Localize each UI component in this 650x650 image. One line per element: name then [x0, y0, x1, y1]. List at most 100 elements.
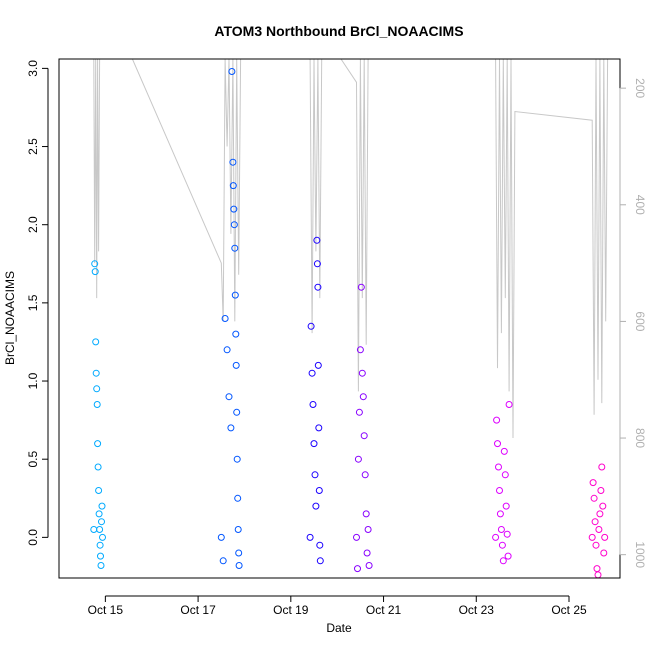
- y-axis: 0.0 0.5 1.0 1.5 2.0 2.5 3.0: [26, 60, 49, 546]
- data-point: [600, 549, 608, 557]
- data-point: [359, 393, 367, 401]
- data-point: [310, 440, 318, 448]
- data-point: [499, 557, 507, 565]
- data-point: [93, 385, 101, 393]
- data-point: [360, 432, 368, 440]
- data-point: [91, 268, 99, 276]
- data-point: [496, 510, 504, 518]
- y-axis-label: BrCl_NOAACIMS: [3, 271, 17, 365]
- plot-frame: [58, 58, 621, 579]
- data-point: [315, 424, 323, 432]
- chart-title: ATOM3 Northbound BrCl_NOAACIMS: [214, 23, 463, 39]
- data-point: [231, 291, 239, 299]
- data-point: [500, 447, 508, 455]
- data-point: [598, 463, 606, 471]
- data-point: [90, 526, 98, 533]
- pressure-trace-line: [93, 58, 609, 439]
- data-point: [223, 346, 231, 354]
- series-2: [217, 68, 243, 569]
- x-tick-label: Oct 19: [273, 603, 309, 617]
- data-point: [98, 518, 105, 526]
- data-point: [228, 68, 236, 75]
- data-point: [314, 283, 322, 291]
- data-point: [229, 182, 237, 190]
- x-axis-label: Date: [326, 621, 352, 635]
- data-point: [92, 338, 100, 346]
- data-point: [230, 205, 238, 213]
- data-point: [308, 369, 316, 377]
- data-point: [94, 440, 102, 448]
- data-point: [227, 424, 235, 432]
- data-point: [92, 369, 100, 377]
- x-tick-label: Oct 21: [366, 603, 402, 617]
- data-point: [225, 393, 233, 401]
- data-point: [217, 533, 225, 541]
- x-tick-label: Oct 23: [459, 603, 495, 617]
- x-tick-label: Oct 17: [180, 603, 216, 617]
- y2-tick-label: 200: [633, 78, 647, 98]
- data-point: [316, 541, 324, 549]
- series-layer: [90, 68, 609, 579]
- data-point: [93, 401, 101, 408]
- data-point: [361, 471, 369, 479]
- data-point: [599, 502, 607, 510]
- data-point: [365, 562, 373, 569]
- data-point: [355, 408, 363, 416]
- data-point: [234, 526, 242, 533]
- data-point: [497, 526, 505, 533]
- y2-tick-label: 600: [633, 311, 647, 331]
- data-point: [596, 510, 604, 518]
- data-point: [233, 408, 241, 416]
- data-point: [354, 455, 362, 463]
- data-point: [233, 455, 241, 463]
- data-point: [316, 557, 324, 565]
- y2-tick-label: 400: [633, 195, 647, 215]
- data-point: [501, 471, 509, 479]
- y-tick-label: 0.5: [26, 451, 40, 468]
- data-point: [307, 322, 315, 330]
- data-point: [357, 283, 365, 291]
- data-point: [231, 244, 239, 252]
- data-point: [356, 346, 364, 354]
- data-point: [232, 361, 240, 369]
- data-point: [95, 487, 103, 494]
- data-point: [601, 533, 609, 541]
- data-point: [221, 315, 229, 322]
- data-point: [592, 541, 600, 549]
- y-tick-label: 1.0: [26, 372, 40, 389]
- data-point: [594, 571, 602, 579]
- series-1: [90, 260, 106, 569]
- data-point: [306, 533, 314, 541]
- series-6: [588, 463, 609, 579]
- data-point: [97, 552, 104, 560]
- x-axis: Oct 15 Oct 17 Oct 19 Oct 21 Oct 23 Oct 25: [88, 595, 587, 617]
- y2-axis: 200 400 600 800 1000: [619, 78, 647, 568]
- data-point: [99, 533, 106, 541]
- series-4: [353, 283, 373, 573]
- series-5: [492, 401, 513, 565]
- data-point: [312, 502, 320, 510]
- data-point: [234, 494, 242, 502]
- data-point: [504, 552, 512, 560]
- y-tick-label: 2.0: [26, 216, 40, 233]
- data-point: [314, 361, 322, 369]
- data-point: [353, 533, 360, 541]
- data-point: [232, 330, 240, 338]
- data-point: [503, 530, 511, 538]
- y-tick-label: 0.0: [26, 529, 40, 546]
- data-point: [91, 260, 99, 268]
- y-tick-label: 1.5: [26, 294, 40, 311]
- data-point: [588, 533, 596, 541]
- data-point: [362, 510, 370, 518]
- data-point: [496, 487, 503, 494]
- data-point: [96, 526, 104, 533]
- data-point: [235, 549, 243, 557]
- y-tick-label: 2.5: [26, 138, 40, 155]
- data-point: [313, 236, 321, 244]
- data-point: [98, 502, 106, 510]
- y-tick-label: 3.0: [26, 60, 40, 77]
- data-point: [498, 541, 506, 549]
- data-point: [96, 541, 104, 549]
- data-point: [230, 221, 238, 229]
- data-point: [591, 518, 599, 526]
